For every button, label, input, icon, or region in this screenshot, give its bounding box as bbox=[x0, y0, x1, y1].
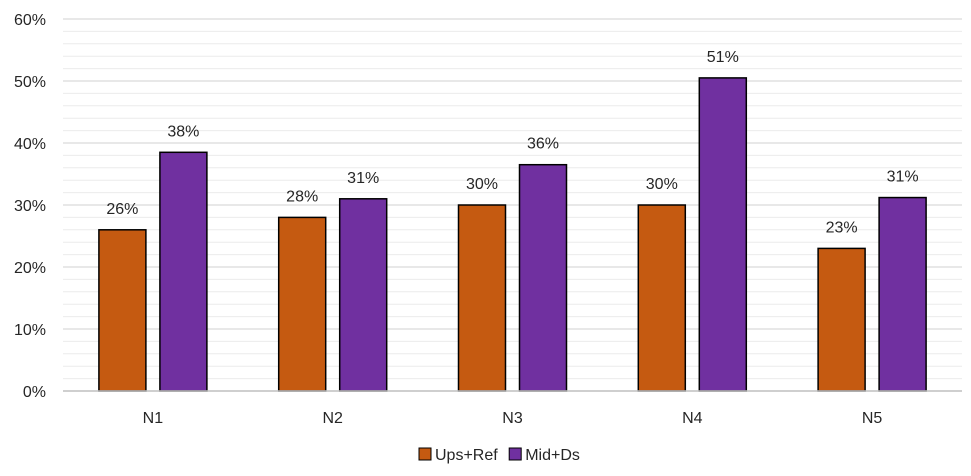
bar-ups-ref-n2 bbox=[277, 216, 327, 392]
y-tick-label: 40% bbox=[14, 136, 46, 153]
y-tick-label: 60% bbox=[14, 12, 46, 29]
bar-mid-ds-n4 bbox=[698, 77, 748, 392]
x-tick-label: N4 bbox=[682, 410, 703, 427]
legend-label: Ups+Ref bbox=[435, 447, 498, 464]
y-axis: 0% 10% 20% 30% 40% 50% 60% bbox=[14, 12, 46, 401]
bar-mid-ds-n2 bbox=[338, 198, 388, 392]
bar-mid-ds-n5 bbox=[878, 196, 927, 392]
legend-swatch bbox=[418, 447, 432, 461]
bar-mid-ds-n3 bbox=[518, 163, 568, 392]
x-tick-label: N5 bbox=[862, 410, 883, 427]
data-label: 31% bbox=[887, 169, 919, 186]
x-tick-label: N1 bbox=[143, 410, 164, 427]
y-tick-label: 50% bbox=[14, 74, 46, 91]
bar-ups-ref-n3 bbox=[457, 204, 507, 392]
data-label: 26% bbox=[106, 201, 138, 218]
data-label: 36% bbox=[527, 136, 559, 153]
bar-ups-ref-n4 bbox=[637, 204, 687, 392]
data-label: 28% bbox=[286, 188, 318, 205]
data-label: 31% bbox=[347, 170, 379, 187]
bar-ups-ref-n1 bbox=[98, 229, 147, 392]
x-tick-label: N2 bbox=[322, 410, 343, 427]
x-tick-label: N3 bbox=[502, 410, 523, 427]
legend-label: Mid+Ds bbox=[525, 447, 580, 464]
y-tick-label: 20% bbox=[14, 260, 46, 277]
data-label: 30% bbox=[466, 176, 498, 193]
y-tick-label: 30% bbox=[14, 198, 46, 215]
legend: Ups+Ref Mid+Ds bbox=[418, 447, 580, 464]
bar-ups-ref-n5 bbox=[817, 247, 866, 392]
x-axis: N1 N2 N3 N4 N5 bbox=[63, 390, 962, 427]
legend-swatch bbox=[508, 447, 522, 461]
data-label: 38% bbox=[167, 123, 199, 140]
data-labels: 26% 38% 28% 31% 30% 36% 30% 51% 23% 31% bbox=[106, 49, 919, 236]
bars bbox=[98, 77, 927, 392]
bar-mid-ds-n1 bbox=[159, 151, 208, 392]
y-tick-label: 10% bbox=[14, 322, 46, 339]
data-label: 51% bbox=[707, 49, 739, 66]
data-label: 23% bbox=[826, 219, 858, 236]
y-tick-label: 0% bbox=[23, 384, 46, 401]
data-label: 30% bbox=[646, 176, 678, 193]
gridlines bbox=[63, 18, 962, 380]
